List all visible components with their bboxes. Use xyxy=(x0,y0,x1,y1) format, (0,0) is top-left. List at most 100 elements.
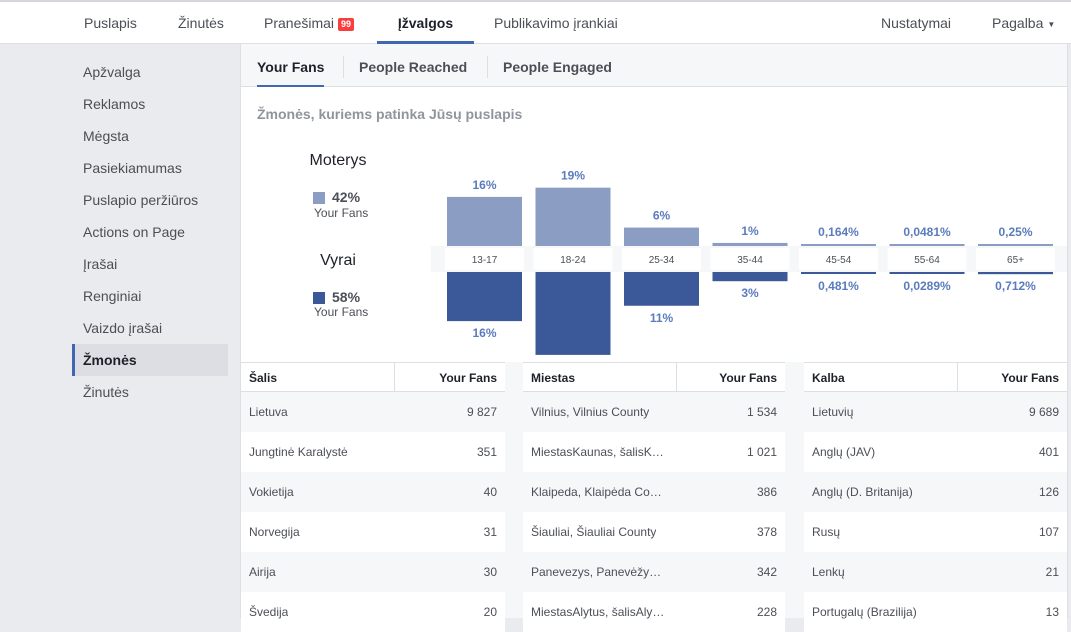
age-tick-label: 35-44 xyxy=(737,255,763,266)
country-table-header: Šalis Your Fans xyxy=(241,362,505,392)
sidebar-item-vaizdo-irasai[interactable]: Vaizdo įrašai xyxy=(83,320,163,336)
chart-title: Žmonės, kuriems patinka Jūsų puslapis xyxy=(257,106,523,122)
cell-value: 9 689 xyxy=(1028,405,1059,419)
table-row: Šiauliai, Šiauliai County 378 xyxy=(523,512,785,552)
caret-down-icon: ▼ xyxy=(1047,20,1056,29)
bar-women[interactable] xyxy=(535,187,611,246)
bar-women[interactable] xyxy=(978,244,1053,246)
bar-women[interactable] xyxy=(447,196,522,246)
bar-men[interactable] xyxy=(535,272,611,355)
nav-puslapis[interactable]: Puslapis xyxy=(84,2,137,44)
column-header[interactable]: Miestas xyxy=(531,371,576,385)
table-row: Vilnius, Vilnius County 1 534 xyxy=(523,392,785,432)
sidebar-item-pasiekiamumas[interactable]: Pasiekiamumas xyxy=(83,160,182,176)
age-tick-label: 13-17 xyxy=(472,255,498,266)
data-label-men: 3% xyxy=(741,286,759,300)
tab-your-fans[interactable]: Your Fans xyxy=(257,44,325,87)
age-tick-label: 65+ xyxy=(1007,255,1024,266)
men-label: Vyrai xyxy=(320,252,356,269)
cell-value: 21 xyxy=(1045,565,1059,579)
data-label-women: 1% xyxy=(741,224,759,238)
cell-name: Lietuva xyxy=(249,405,288,419)
nav-izvalgos[interactable]: Įžvalgos xyxy=(377,2,474,44)
age-tick-label: 45-54 xyxy=(826,255,852,266)
cell-name: Lietuvių xyxy=(812,405,854,419)
column-header[interactable]: Kalba xyxy=(812,371,845,385)
nav-publikavimo-irankiai[interactable]: Publikavimo įrankiai xyxy=(494,2,618,44)
top-nav: Puslapis Žinutės Pranešimai 99 Įžvalgos P… xyxy=(0,0,1071,44)
cell-name: Klaipeda, Klaipėda Co… xyxy=(531,485,662,499)
bar-men[interactable] xyxy=(447,272,522,322)
cell-value: 20 xyxy=(483,605,497,619)
cell-name: Lenkų xyxy=(812,565,845,579)
sidebar-item-reklamos[interactable]: Reklamos xyxy=(83,96,146,112)
nav-label: Pranešimai xyxy=(264,15,335,31)
bar-women[interactable] xyxy=(801,244,876,246)
data-label-women: 0,25% xyxy=(998,225,1032,239)
nav-help[interactable]: Pagalba ▼ xyxy=(992,2,1055,44)
sidebar-item-puslapio-perziuros[interactable]: Puslapio peržiūros xyxy=(83,192,199,208)
data-label-women: 19% xyxy=(561,169,585,183)
women-swatch xyxy=(313,192,325,204)
cell-value: 351 xyxy=(476,445,497,459)
table-row: Lietuva 9 827 xyxy=(241,392,505,432)
nav-settings[interactable]: Nustatymai xyxy=(881,2,951,44)
bar-women[interactable] xyxy=(624,227,699,246)
bar-women[interactable] xyxy=(712,242,788,246)
table-row: Švedija 20 xyxy=(241,592,505,632)
cell-name: Panevezys, Panevėžy… xyxy=(531,565,662,579)
table-body: Lietuva 9 827 Jungtinė Karalystė 351 Vokieti… xyxy=(241,392,505,632)
bar-men[interactable] xyxy=(712,272,788,282)
sidebar-item-zmones[interactable]: Žmonės xyxy=(72,344,228,376)
table-row: Anglų (JAV) 401 xyxy=(804,432,1067,472)
cell-name: Jungtinė Karalystė xyxy=(249,445,348,459)
language-table: Kalba Your Fans Lietuvių 9 689 Anglų (JAV) 40… xyxy=(804,362,1067,632)
bar-men[interactable] xyxy=(889,272,965,274)
cell-value: 30 xyxy=(483,565,497,579)
sidebar-item-apzvalga[interactable]: Apžvalga xyxy=(83,64,141,80)
sidebar-item-irasai[interactable]: Įrašai xyxy=(83,256,118,272)
age-tick-label: 55-64 xyxy=(914,255,940,266)
tab-people-engaged[interactable]: People Engaged xyxy=(503,59,612,75)
bar-women[interactable] xyxy=(889,244,965,246)
language-table-header: Kalba Your Fans xyxy=(804,362,1067,392)
age-tick-label: 25-34 xyxy=(649,255,675,266)
age-tick-background xyxy=(445,248,524,270)
subtabs: Your Fans People Reached People Engaged xyxy=(241,44,1067,87)
country-table: Šalis Your Fans Lietuva 9 827 Jungtinė Karal… xyxy=(241,362,505,632)
data-label-women: 0,0481% xyxy=(903,225,951,239)
age-tick-background xyxy=(799,248,878,270)
notification-badge: 99 xyxy=(338,18,355,31)
nav-zinutes[interactable]: Žinutės xyxy=(178,2,224,44)
table-row: Panevezys, Panevėžy… 342 xyxy=(523,552,785,592)
column-divider xyxy=(957,363,958,392)
sidebar-item-renginiai[interactable]: Renginiai xyxy=(83,288,142,304)
nav-label: Įžvalgos xyxy=(397,15,454,31)
sidebar-item-zinutes[interactable]: Žinutės xyxy=(83,384,129,400)
cell-value: 107 xyxy=(1038,525,1059,539)
table-row: Lenkų 21 xyxy=(804,552,1067,592)
cell-value: 1 021 xyxy=(746,445,777,459)
bar-men[interactable] xyxy=(978,272,1053,275)
cell-value: 401 xyxy=(1038,445,1059,459)
sidebar-item-megsta[interactable]: Mėgsta xyxy=(83,128,129,144)
nav-pranesimai[interactable]: Pranešimai 99 xyxy=(264,2,355,44)
table-row: Rusų 107 xyxy=(804,512,1067,552)
bar-men[interactable] xyxy=(624,272,699,306)
column-header[interactable]: Your Fans xyxy=(719,371,777,385)
column-header[interactable]: Your Fans xyxy=(439,371,497,385)
cell-name: Portugalų (Brazilija) xyxy=(812,605,917,619)
column-header[interactable]: Your Fans xyxy=(1001,371,1059,385)
cell-value: 40 xyxy=(483,485,497,499)
cell-name: Anglų (D. Britanija) xyxy=(812,485,913,499)
sidebar-item-actions-on-page[interactable]: Actions on Page xyxy=(83,224,185,240)
cell-value: 13 xyxy=(1045,605,1059,619)
table-row: Norvegija 31 xyxy=(241,512,505,552)
men-swatch xyxy=(313,292,325,304)
cell-value: 31 xyxy=(483,525,497,539)
city-table-header: Miestas Your Fans xyxy=(523,362,785,392)
tab-people-reached[interactable]: People Reached xyxy=(359,59,468,75)
column-header[interactable]: Šalis xyxy=(249,371,278,385)
bar-men[interactable] xyxy=(801,272,876,274)
main-panel: Your Fans People Reached People Engaged … xyxy=(240,44,1068,632)
